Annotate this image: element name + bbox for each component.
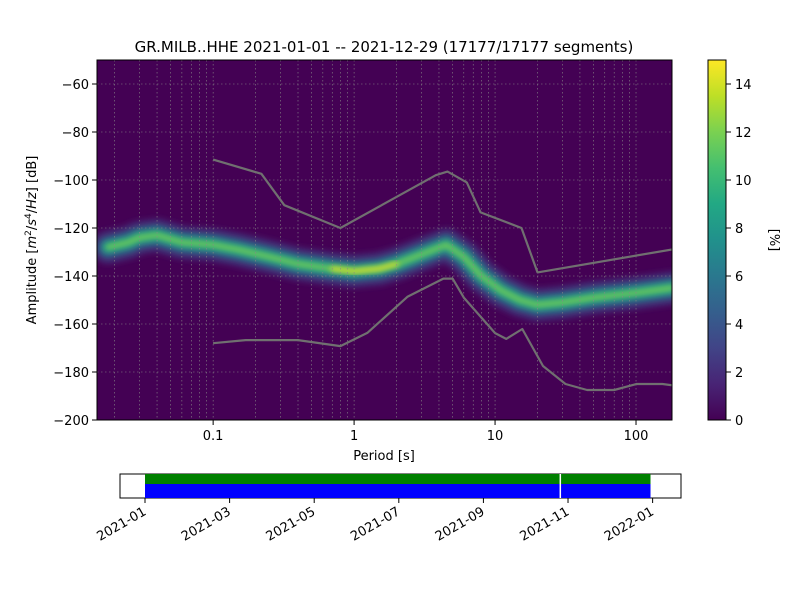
psd-density-band [97, 218, 672, 322]
timeline-upper-band [145, 474, 651, 484]
timeline-bars [145, 474, 651, 498]
x-axis-ticks: 0.1 1 10 100 [203, 420, 649, 444]
timeline-ticks: 2021-01 2021-03 2021-05 2021-07 2021-09 2021-… [94, 498, 657, 545]
plot-frame [96, 59, 673, 421]
timeline-tick-label: 2021-01 [94, 504, 149, 544]
colorbar-tick-label: 6 [735, 270, 743, 285]
colorbar-gradient [707, 59, 727, 421]
x-tick-label: 100 [624, 429, 649, 444]
y-tick-label: −120 [53, 222, 89, 237]
colorbar-ticks: 0 2 4 6 8 10 12 14 [726, 78, 752, 429]
y-tick-label: −100 [53, 174, 89, 189]
colorbar-tick-label: 8 [735, 222, 743, 237]
colorbar-label: [%] [766, 229, 781, 252]
data-availability-timeline: 2021-01 2021-03 2021-05 2021-07 2021-09 2021-… [94, 473, 682, 545]
colorbar-tick-label: 12 [735, 126, 752, 141]
timeline-tick-label: 2021-11 [517, 504, 572, 544]
y-tick-label: −140 [53, 270, 89, 285]
y-tick-label: −80 [62, 126, 89, 141]
timeline-tick-label: 2022-01 [602, 504, 657, 544]
y-axis-ticks: −200 −180 −160 −140 −120 −100 −80 −60 [53, 78, 97, 429]
colorbar-tick-label: 14 [735, 78, 752, 93]
timeline-lower-band [145, 484, 651, 498]
timeline-tick-label: 2021-03 [179, 504, 234, 544]
timeline-gap [559, 474, 562, 498]
timeline-tick-label: 2021-07 [348, 504, 403, 544]
colorbar: 0 2 4 6 8 10 12 14 [%] [707, 59, 781, 429]
colorbar-tick-label: 0 [735, 414, 743, 429]
noise-model-curves [212, 158, 672, 392]
low-noise-model-line [212, 277, 672, 392]
y-tick-label: −160 [53, 318, 89, 333]
colorbar-tick-label: 2 [735, 366, 743, 381]
colorbar-tick-label: 10 [735, 174, 752, 189]
chart-title: GR.MILB..HHE 2021-01-01 -- 2021-12-29 (1… [135, 38, 634, 56]
y-tick-label: −180 [53, 366, 89, 381]
y-tick-label: −200 [53, 414, 89, 429]
timeline-tick-label: 2021-09 [433, 504, 488, 544]
y-tick-label: −60 [62, 78, 89, 93]
psd-plot-area: 0.1 1 10 100 −200 −180 −160 −140 −120 −100 −80 −60 [53, 59, 673, 444]
x-tick-label: 0.1 [203, 429, 224, 444]
density-peak [330, 262, 399, 274]
x-tick-label: 10 [487, 429, 504, 444]
timeline-tick-label: 2021-05 [264, 504, 319, 544]
x-axis-label: Period [s] [353, 449, 415, 464]
y-axis-label: Amplitude [m2/s4/Hz] [dB] [24, 156, 40, 325]
colorbar-tick-label: 4 [735, 318, 743, 333]
high-noise-model-line [212, 158, 672, 274]
x-tick-label: 1 [350, 429, 358, 444]
grid-lines [97, 60, 672, 421]
